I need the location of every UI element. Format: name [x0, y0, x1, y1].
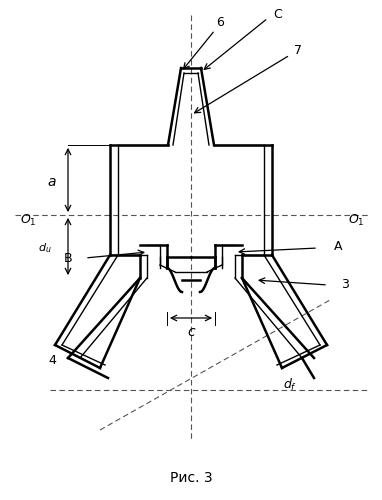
- Text: a: a: [48, 175, 56, 189]
- Text: B: B: [64, 252, 72, 264]
- Text: 7: 7: [294, 44, 302, 57]
- Text: $d_u$: $d_u$: [38, 241, 52, 255]
- Text: c: c: [187, 325, 195, 339]
- Text: $O_1$: $O_1$: [20, 212, 37, 228]
- Text: A: A: [334, 240, 342, 252]
- Text: Рис. 3: Рис. 3: [170, 471, 212, 485]
- Text: 4: 4: [48, 354, 56, 366]
- Text: 3: 3: [341, 278, 349, 291]
- Text: $d_f$: $d_f$: [283, 377, 297, 393]
- Text: 6: 6: [216, 16, 224, 28]
- Text: $O_1$: $O_1$: [348, 212, 364, 228]
- Text: C: C: [274, 8, 282, 20]
